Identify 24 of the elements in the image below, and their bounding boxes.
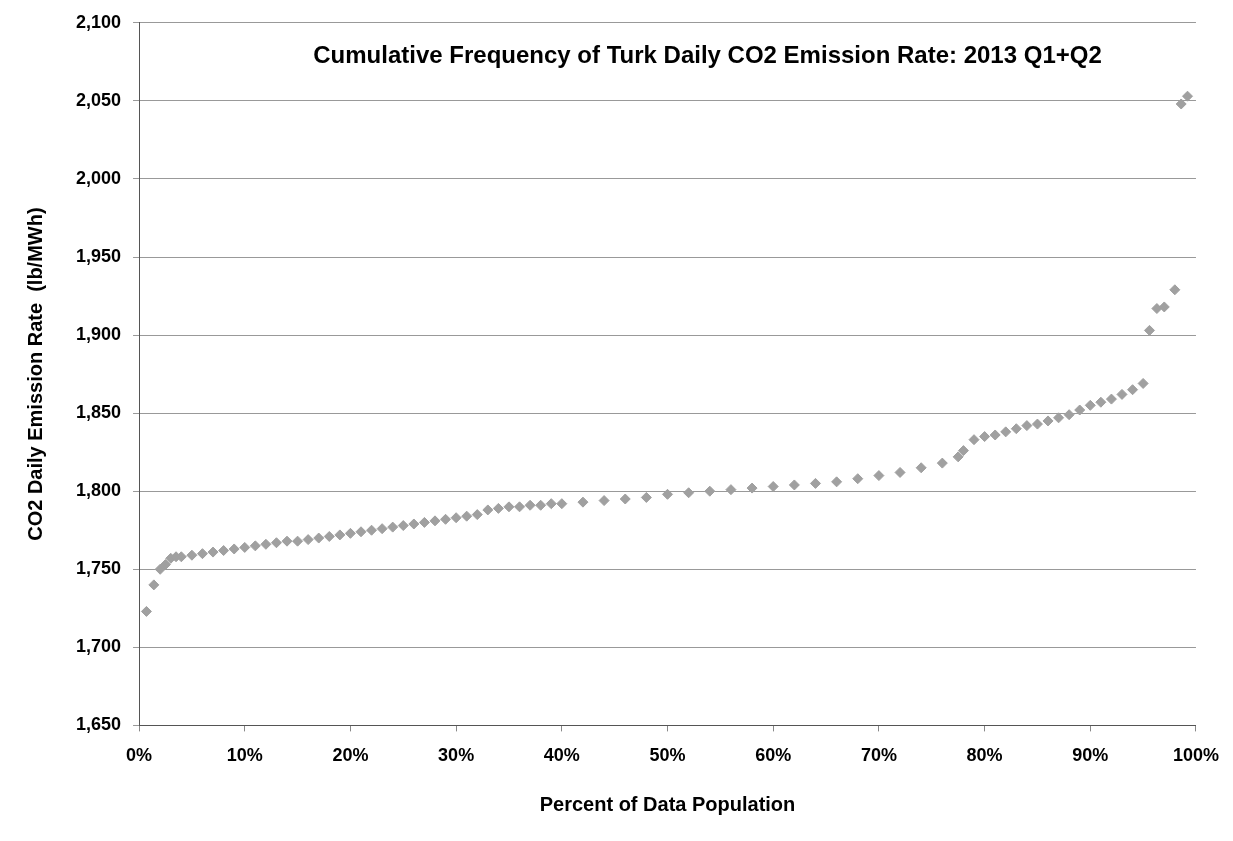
x-tick-label: 40%: [543, 745, 580, 766]
y-axis-title: CO2 Daily Emission Rate (lb/MWh): [23, 207, 46, 541]
x-tick-label: 10%: [226, 745, 263, 766]
x-tick-label: 30%: [438, 745, 475, 766]
x-tick-label: 100%: [1172, 745, 1219, 766]
y-tick-label: 2,100: [76, 11, 122, 32]
x-tick-label: 20%: [332, 745, 369, 766]
y-tick-label: 2,050: [76, 89, 122, 110]
x-tick-label: 50%: [649, 745, 686, 766]
x-tick-label: 90%: [1072, 745, 1109, 766]
y-tick-label: 1,800: [76, 480, 122, 501]
x-tick-label: 70%: [860, 745, 897, 766]
y-tick-label: 1,850: [76, 402, 122, 423]
x-axis-title: Percent of Data Population: [539, 792, 796, 815]
x-tick-label: 60%: [755, 745, 792, 766]
y-tick-label: 2,000: [76, 167, 122, 188]
y-tick-label: 1,750: [76, 558, 122, 579]
y-tick-label: 1,700: [76, 636, 122, 657]
x-tick-label: 80%: [966, 745, 1003, 766]
y-tick-label: 1,650: [76, 714, 122, 735]
y-tick-label: 1,950: [76, 245, 122, 266]
x-tick-label: 0%: [126, 745, 153, 766]
y-tick-label: 1,900: [76, 324, 122, 345]
text: Cumulative Frequency of Turk Daily CO2 Emission Rate: 2013 Q1+Q2: [313, 41, 1102, 69]
